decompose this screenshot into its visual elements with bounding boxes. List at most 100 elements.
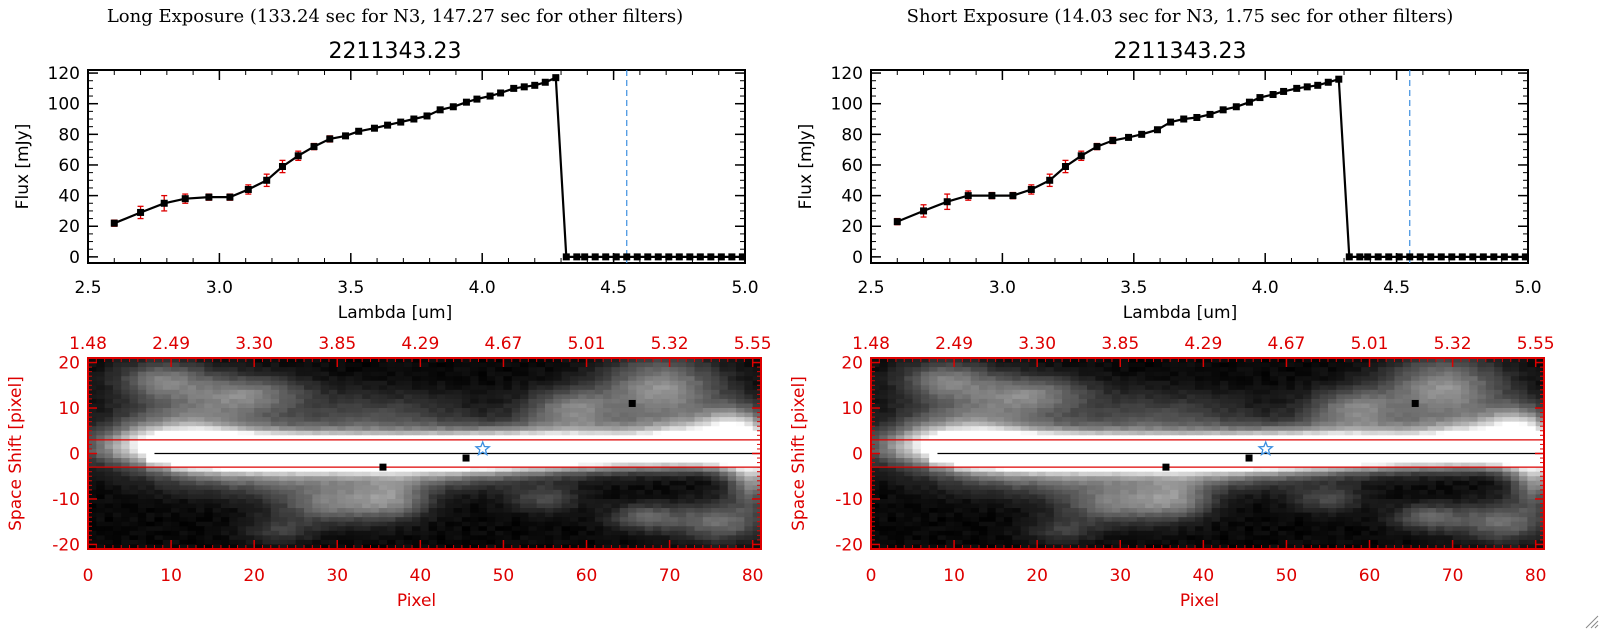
heatmap-cell (112, 403, 122, 409)
heatmap-cell (1361, 358, 1371, 364)
heatmap-cell (628, 453, 637, 459)
heatmap-cell (1161, 380, 1171, 386)
heatmap-cell (1062, 376, 1072, 382)
heatmap-cell (387, 358, 397, 364)
heatmap-cell (1377, 367, 1387, 373)
heatmap-cell (495, 517, 505, 523)
heatmap-cell (619, 498, 629, 505)
heatmap-cell (378, 476, 388, 482)
heatmap-cell (353, 471, 363, 477)
heatmap-cell (702, 462, 712, 468)
heatmap-cell (736, 508, 745, 514)
heatmap-cell (337, 362, 347, 368)
heatmap-cell (254, 489, 264, 496)
heatmap-cell (129, 362, 139, 368)
heatmap-cell (370, 380, 380, 386)
heatmap-cell (520, 435, 529, 441)
heatmap-cell (353, 508, 363, 514)
heatmap-cell (345, 530, 355, 536)
heatmap-cell (1103, 358, 1113, 364)
heatmap-cell (603, 458, 613, 464)
heatmap-cell (669, 444, 679, 450)
heatmap-cell (1261, 376, 1271, 382)
heatmap-cell (262, 403, 272, 409)
heatmap-cell (1535, 389, 1545, 395)
heatmap-cell (220, 494, 230, 500)
heatmap-cell (1502, 371, 1512, 377)
heatmap-cell (569, 498, 579, 505)
data-point (531, 81, 539, 89)
y-tick-label: 120 (831, 64, 863, 84)
heatmap-cell (353, 498, 363, 505)
heatmap-cell (229, 408, 239, 414)
heatmap-cell (287, 358, 297, 364)
heatmap-cell (162, 503, 172, 509)
heatmap-cell (912, 362, 922, 368)
heatmap-cell (220, 458, 230, 464)
heatmap-cell (603, 380, 613, 386)
heatmap-cell (436, 394, 446, 400)
heatmap-cell (594, 362, 604, 368)
heatmap-cell (561, 358, 571, 364)
heatmap-cell (162, 417, 172, 423)
heatmap-cell (262, 448, 272, 455)
heatmap-cell (254, 389, 264, 395)
heatmap-cell (644, 458, 654, 464)
heatmap-cell (619, 417, 629, 423)
heatmap-cell (137, 380, 147, 386)
heatmap-cell (578, 539, 588, 546)
heatmap-cell (677, 480, 687, 486)
heatmap-cell (1236, 362, 1246, 368)
heatmap-cell (503, 458, 513, 464)
heatmap-cell (121, 412, 131, 418)
heatmap-cell (204, 403, 214, 409)
heatmap-cell (1111, 362, 1121, 368)
heatmap-cell (611, 412, 621, 418)
heatmap-cell (1244, 394, 1254, 400)
heatmap-cell (279, 403, 289, 409)
heatmap-cell (694, 503, 704, 509)
heatmap-cell (171, 385, 180, 391)
heatmap-cell (1211, 367, 1221, 373)
heatmap-cell (1336, 371, 1346, 377)
heatmap-cell (1178, 394, 1188, 400)
heatmap-cell (378, 517, 388, 523)
heatmap-cell (553, 398, 563, 405)
heatmap-cell (362, 476, 372, 482)
heatmap-cell (611, 389, 621, 395)
heatmap-cell (204, 544, 214, 550)
heatmap-cell (412, 439, 421, 446)
heatmap-cell (871, 371, 880, 377)
heatmap-cell (1477, 362, 1487, 368)
heatmap-cell (254, 394, 264, 400)
heatmap-cell (428, 417, 438, 423)
heatmap-cell (636, 362, 646, 368)
heatmap-cell (628, 471, 637, 477)
heatmap-cell (395, 439, 405, 446)
heatmap-cell (495, 458, 505, 464)
heatmap-cell (1311, 385, 1321, 391)
heatmap-cell (470, 362, 480, 368)
heatmap-cell (1377, 371, 1387, 377)
heatmap-cell (528, 503, 538, 509)
heatmap-cell (179, 498, 189, 505)
heatmap-cell (204, 453, 214, 459)
heatmap-cell (611, 476, 621, 482)
heatmap-cell (611, 435, 621, 441)
heatmap-cell (1527, 362, 1537, 368)
heatmap-cell (1219, 394, 1229, 400)
heatmap-cell (536, 389, 546, 395)
heatmap-cell (937, 376, 947, 382)
heatmap-cell (328, 494, 338, 500)
heatmap-cell (1087, 371, 1096, 377)
heatmap-cell (420, 403, 430, 409)
heatmap-cell (694, 489, 704, 496)
heatmap-cell (370, 485, 380, 491)
heatmap-cell (254, 403, 264, 409)
heatmap-cell (1020, 385, 1030, 391)
heatmap-cell (162, 498, 172, 505)
heatmap-cell (137, 439, 147, 446)
heatmap-cell (752, 362, 762, 368)
heatmap-cell (137, 408, 147, 414)
heatmap-cell (520, 544, 529, 550)
